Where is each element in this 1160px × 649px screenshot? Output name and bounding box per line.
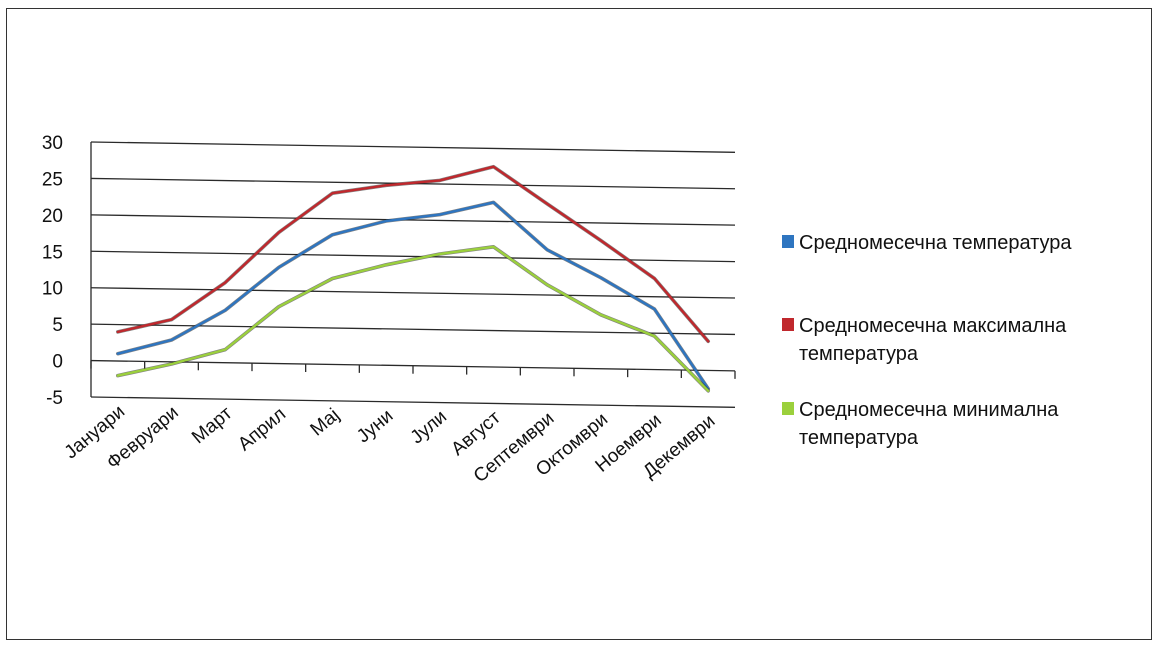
- y-tick-label: -5: [46, 388, 63, 409]
- x-tick-label: Јули: [407, 406, 451, 448]
- series-line: [116, 201, 710, 390]
- gridline: [90, 214, 736, 226]
- x-tick-label: Јуни: [353, 405, 397, 447]
- x-tick-label: Мај: [307, 405, 344, 441]
- chart-frame: 30 25 20 15 10 5 0 -5 Јануари Февруари Март Април М…: [6, 8, 1152, 640]
- series-line: [116, 245, 710, 392]
- legend-item: Средномесечна максимална температура: [782, 315, 1067, 365]
- legend-label-line: Средномесечна минимална: [799, 399, 1059, 421]
- y-tick-label: 15: [42, 242, 63, 263]
- legend-label: Средномесечна максимална температура: [799, 315, 1067, 365]
- legend-label: Средномесечна минимална температура: [799, 399, 1059, 449]
- y-tick-label: 25: [42, 169, 63, 190]
- series-3: [116, 245, 711, 393]
- gridline: [90, 141, 736, 153]
- series-line: [116, 165, 710, 343]
- legend-swatch: [782, 235, 794, 248]
- legend-swatch: [782, 318, 794, 331]
- legend-label-line: Средномесечна температура: [799, 232, 1072, 254]
- y-tick-label: 5: [52, 315, 63, 336]
- y-tick-label: 20: [42, 206, 63, 227]
- legend-label: Средномесечна температура: [799, 232, 1072, 254]
- gridline: [90, 287, 736, 299]
- legend-item: Средномесечна минимална температура: [782, 399, 1059, 449]
- legend-label-line: температура: [799, 343, 919, 365]
- legend-label-line: Средномесечна максимална: [799, 315, 1067, 337]
- series-1: [116, 200, 711, 391]
- legend-swatch: [782, 402, 794, 415]
- legend: Средномесечна температура Средномесечна м…: [782, 232, 1072, 449]
- gridline: [90, 396, 736, 408]
- y-axis: 30 25 20 15 10 5 0 -5: [42, 133, 92, 409]
- series-lines: [116, 164, 711, 393]
- legend-label-line: температура: [799, 427, 919, 449]
- legend-item: Средномесечна температура: [782, 232, 1072, 254]
- y-tick-label: 30: [42, 133, 63, 154]
- y-tick-label: 0: [52, 352, 63, 373]
- y-tick-label: 10: [42, 279, 63, 300]
- x-tick-label: Април: [234, 404, 290, 456]
- series-2: [116, 164, 711, 344]
- x-tick-label: Март: [188, 403, 237, 448]
